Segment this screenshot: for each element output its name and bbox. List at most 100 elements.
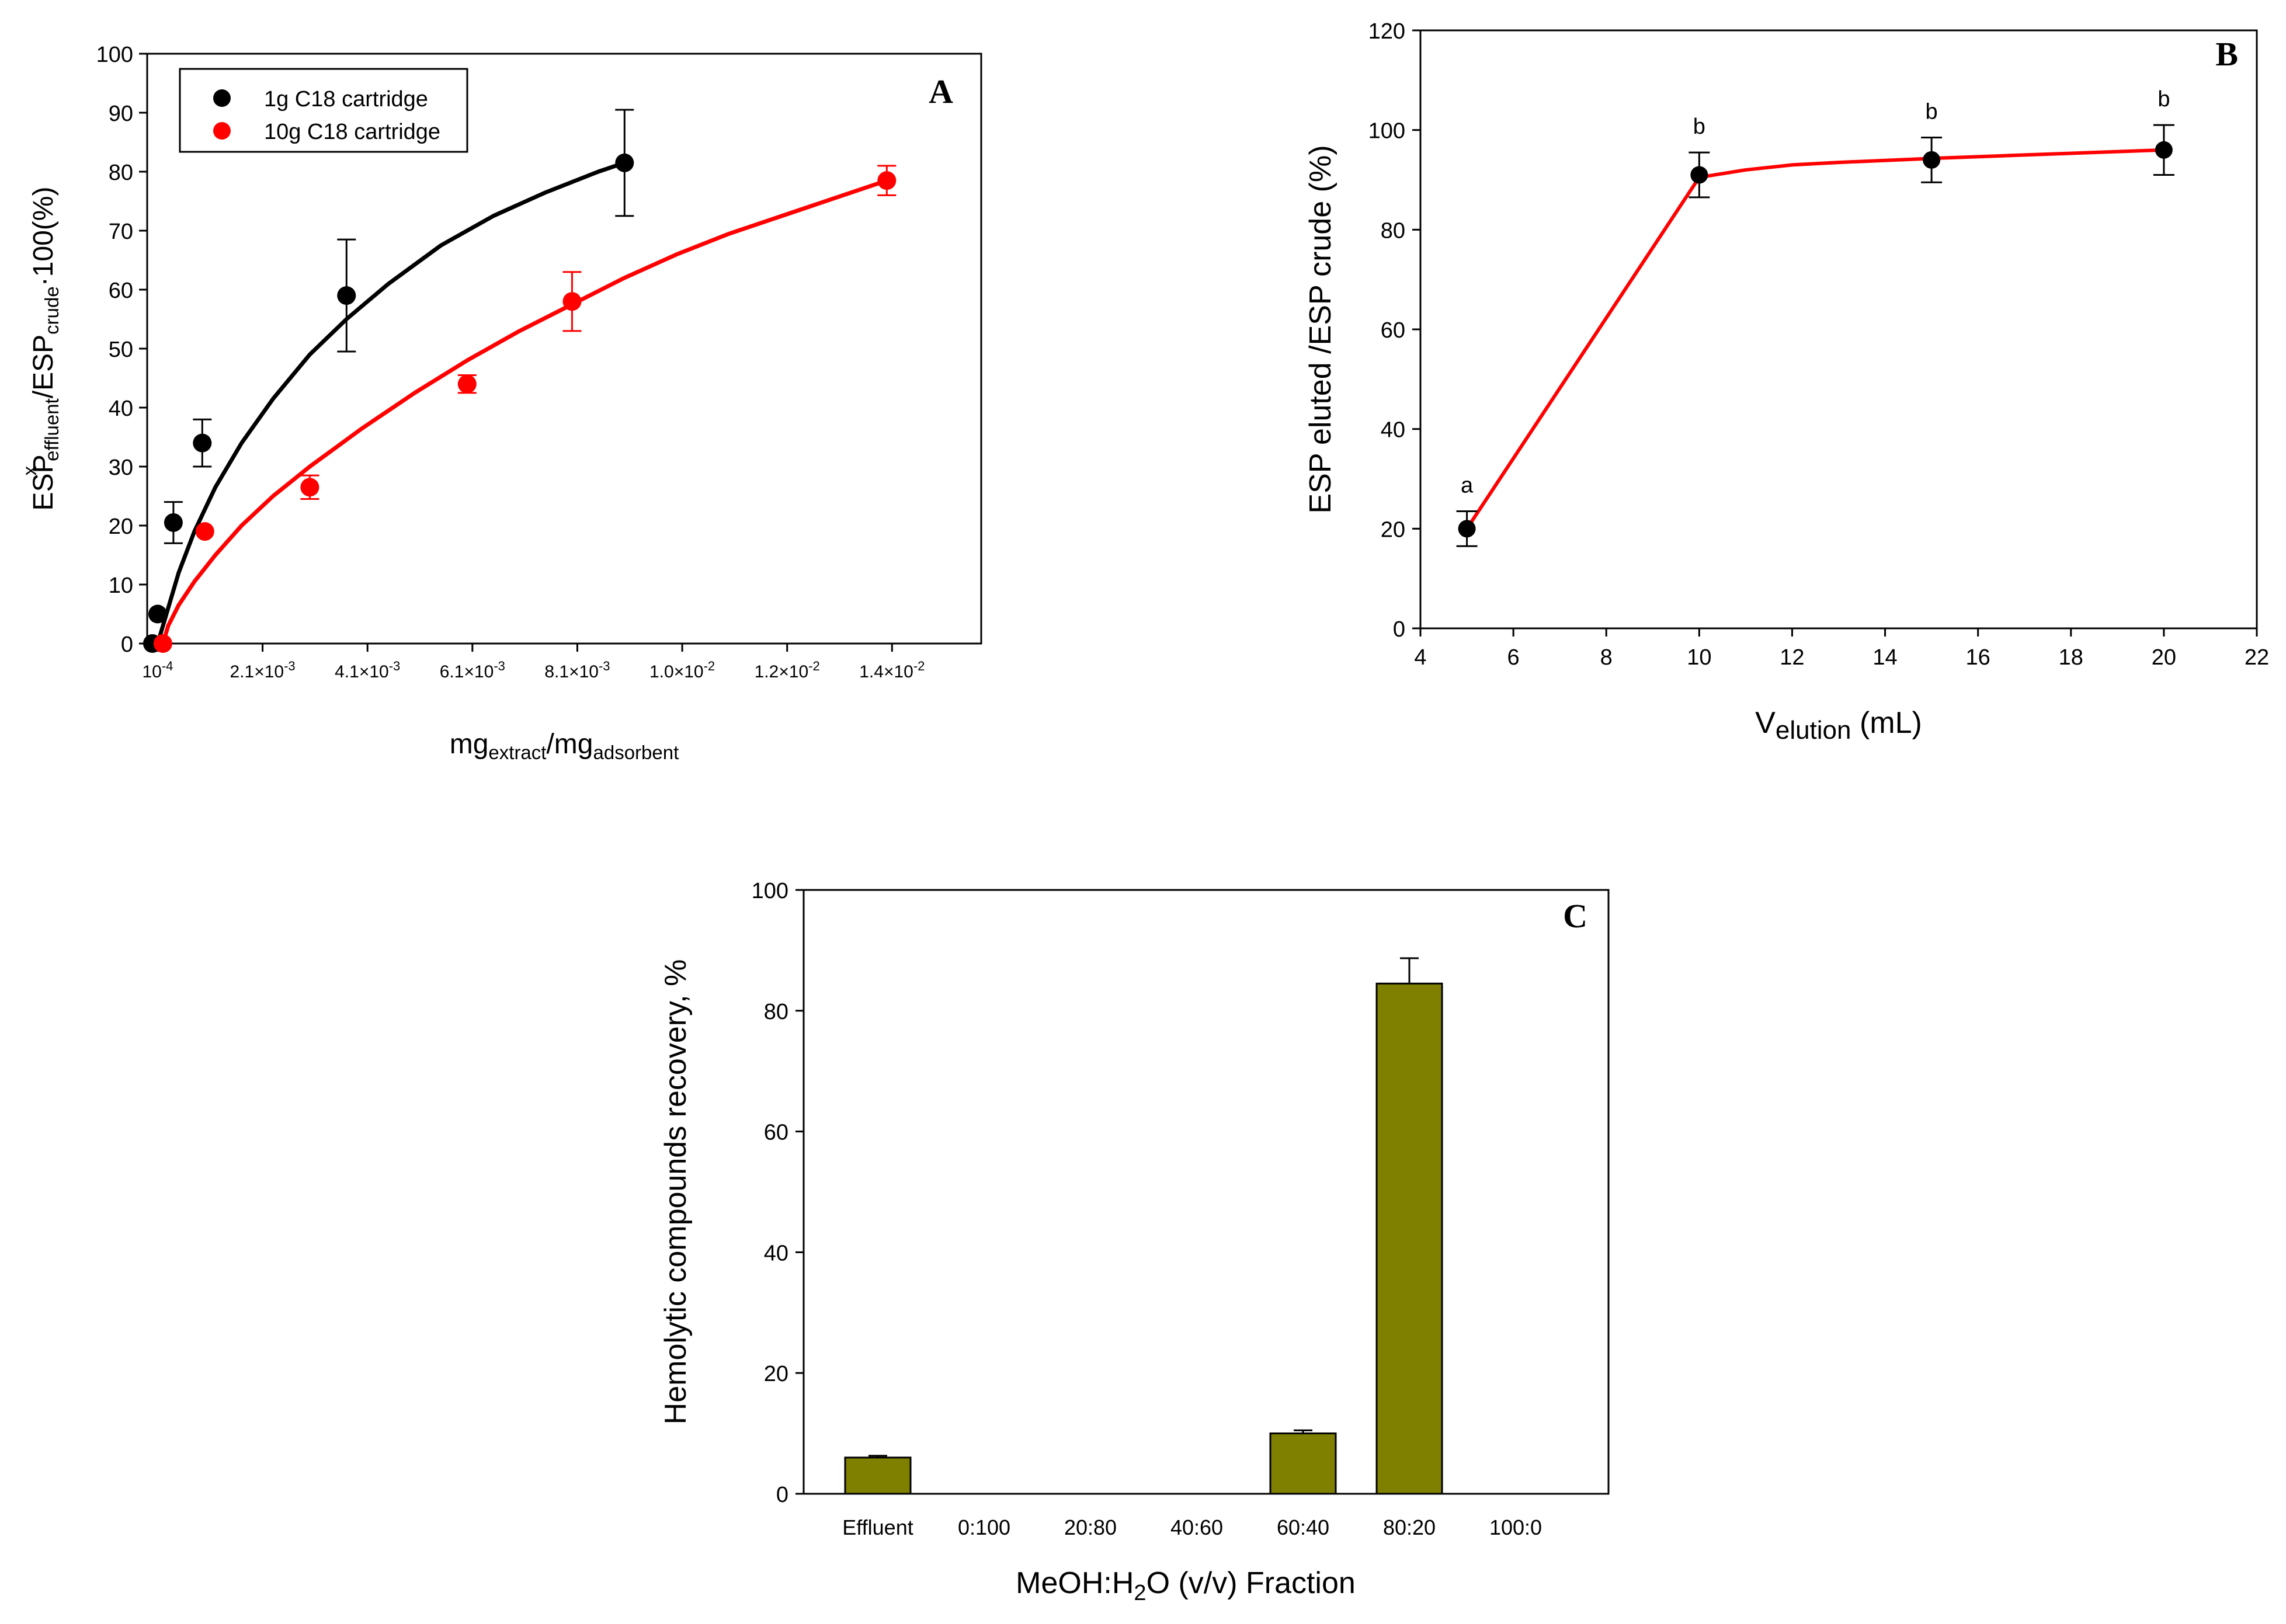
a-x-tick-label: 8.1×10-3 bbox=[544, 659, 610, 681]
legend-marker-1g bbox=[213, 89, 231, 107]
a-x-tick-label: 1.0×10-2 bbox=[649, 659, 715, 681]
legend-box bbox=[179, 68, 468, 153]
a-point-0 bbox=[337, 286, 356, 305]
a-y-tick-label: 50 bbox=[109, 338, 133, 362]
b-y-tick-label: 100 bbox=[1368, 119, 1405, 144]
panel-c-y-axis: 0 20 40 60 80 100 bbox=[752, 879, 804, 1507]
c-category-label: 80:20 bbox=[1383, 1515, 1436, 1539]
b-x-tick-label: 12 bbox=[1780, 645, 1804, 670]
panel-b-letter: B bbox=[2215, 35, 2238, 73]
panel-a-fit-curves bbox=[155, 161, 888, 644]
b-point bbox=[1458, 520, 1476, 538]
panel-b-y-axis: 0 20 40 60 80 100 120 bbox=[1368, 19, 1420, 642]
c-category-label: 20:80 bbox=[1064, 1515, 1117, 1539]
a-x-tick-label: 10-4 bbox=[142, 659, 173, 681]
c-category-label: 40:60 bbox=[1170, 1515, 1223, 1539]
a-x-tick-label: 1.4×10-2 bbox=[859, 659, 925, 681]
a-x-tick-label: 6.1×10-3 bbox=[440, 659, 505, 681]
panel-a-y-axis-label: ESPxeffluent/ESPcrude·100(%) bbox=[19, 187, 62, 511]
a-x-tick-label: 1.2×10-2 bbox=[755, 659, 820, 681]
a-point-1 bbox=[195, 522, 214, 541]
b-y-tick-label: 0 bbox=[1393, 617, 1405, 642]
b-point-annotation: b bbox=[1693, 114, 1705, 139]
panel-b-x-axis: 4 6 8 10 12 14 16 18 20 22 bbox=[1414, 628, 2269, 670]
panel-a-x-axis-label: mgextract/mgadsorbent bbox=[450, 729, 679, 763]
a-y-tick-label: 10 bbox=[109, 573, 133, 598]
c-y-tick-label: 0 bbox=[776, 1483, 788, 1507]
panel-c-y-axis-label: Hemolytic compounds recovery, % bbox=[659, 959, 693, 1425]
c-bar-80:20 bbox=[1375, 982, 1443, 1495]
b-point bbox=[2155, 141, 2173, 159]
a-x-tick-label: 4.1×10-3 bbox=[335, 659, 400, 681]
panel-c-bars bbox=[844, 957, 1443, 1495]
panel-b-y-axis-label: ESP eluted /ESP crude (%) bbox=[1304, 145, 1337, 513]
b-point bbox=[1690, 166, 1708, 184]
a-y-tick-label: 90 bbox=[109, 102, 133, 126]
b-x-tick-label: 20 bbox=[2152, 645, 2176, 670]
c-y-tick-label: 60 bbox=[764, 1121, 788, 1145]
panel-c-x-axis-label: MeOH:H2O (v/v) Fraction bbox=[1016, 1566, 1356, 1605]
c-category-label: 60:40 bbox=[1277, 1515, 1329, 1539]
c-category-label: 100:0 bbox=[1489, 1515, 1542, 1539]
b-point-annotation: b bbox=[2158, 87, 2170, 112]
a-point-0 bbox=[148, 604, 167, 624]
panel-a-data-points bbox=[143, 109, 897, 653]
panel-b-data-points: a b b b bbox=[1456, 87, 2174, 547]
b-point-annotation: b bbox=[1926, 99, 1938, 124]
a-point-0 bbox=[164, 513, 183, 532]
c-category-label: 0:100 bbox=[958, 1515, 1010, 1539]
c-bar-60:40 bbox=[1269, 1432, 1337, 1495]
legend-marker-10g bbox=[213, 122, 231, 140]
a-x-tick-label: 2.1×10-3 bbox=[230, 659, 296, 681]
panel-a-x-axis: 10-4 2.1×10-3 4.1×10-3 6.1×10-3 8.1×10-3 1.0×… bbox=[142, 644, 925, 681]
b-x-tick-label: 22 bbox=[2245, 645, 2269, 670]
a-y-tick-label: 30 bbox=[109, 455, 133, 480]
panel-b-chart: 0 20 40 60 80 100 120 4 6 8 10 12 14 16 18 20 22 a b b b B… bbox=[1304, 19, 2269, 745]
a-y-tick-label: 70 bbox=[109, 220, 133, 244]
panel-a-letter: A bbox=[929, 72, 953, 110]
a-point-1 bbox=[877, 171, 897, 190]
panel-b-fit-curve bbox=[1465, 148, 2164, 530]
a-y-tick-label: 100 bbox=[96, 43, 133, 67]
c-bar-Effluent bbox=[844, 1456, 912, 1495]
a-y-tick-label: 80 bbox=[109, 161, 133, 185]
b-x-tick-label: 6 bbox=[1507, 645, 1520, 670]
a-y-tick-label: 40 bbox=[109, 397, 133, 421]
b-x-tick-label: 8 bbox=[1600, 645, 1613, 670]
panel-c-chart: 0 20 40 60 80 100 Effluent 0:100 20:80 40:60 60:4… bbox=[659, 879, 1610, 1605]
b-x-tick-label: 14 bbox=[1872, 645, 1897, 670]
b-x-tick-label: 10 bbox=[1687, 645, 1711, 670]
a-point-0 bbox=[193, 433, 212, 453]
panel-a-chart: 0 10 20 30 40 50 60 70 80 90 100 10-4 2.1×10-3 4.1×1… bbox=[19, 43, 982, 763]
c-y-tick-label: 80 bbox=[764, 1000, 788, 1024]
a-y-tick-label: 60 bbox=[109, 279, 133, 303]
a-point-1 bbox=[457, 374, 477, 394]
panel-c-letter: C bbox=[1563, 897, 1587, 935]
b-y-tick-label: 40 bbox=[1381, 418, 1405, 443]
a-y-tick-label: 0 bbox=[121, 632, 133, 657]
panel-a-y-axis: 0 10 20 30 40 50 60 70 80 90 100 bbox=[96, 43, 147, 657]
a-fit-curve-1 bbox=[161, 178, 888, 644]
a-point-1 bbox=[153, 634, 172, 653]
b-fit-line bbox=[1465, 148, 2164, 530]
panel-c-x-axis: Effluent 0:100 20:80 40:60 60:40 80:20 100:0 bbox=[842, 1515, 1542, 1539]
c-category-label: Effluent bbox=[842, 1515, 913, 1539]
a-point-0 bbox=[615, 153, 634, 172]
legend-label-10g: 10g C18 cartridge bbox=[264, 120, 440, 144]
b-x-tick-label: 16 bbox=[1966, 645, 1990, 670]
c-y-tick-label: 100 bbox=[752, 879, 788, 903]
b-x-tick-label: 18 bbox=[2059, 645, 2083, 670]
a-fit-curve-0 bbox=[155, 161, 626, 644]
b-y-tick-label: 120 bbox=[1368, 19, 1405, 44]
panel-c-plot-frame bbox=[802, 889, 1610, 1495]
c-y-tick-label: 20 bbox=[764, 1362, 788, 1386]
b-x-tick-label: 4 bbox=[1414, 645, 1426, 670]
a-point-1 bbox=[562, 292, 582, 311]
panel-a-legend: 1g C18 cartridge 10g C18 cartridge bbox=[179, 68, 468, 153]
a-point-1 bbox=[300, 478, 319, 497]
panel-b-x-axis-label: Velution (mL) bbox=[1755, 706, 1922, 745]
b-y-tick-label: 20 bbox=[1381, 517, 1405, 542]
b-y-tick-label: 80 bbox=[1381, 218, 1405, 243]
b-point-annotation: a bbox=[1461, 473, 1474, 498]
